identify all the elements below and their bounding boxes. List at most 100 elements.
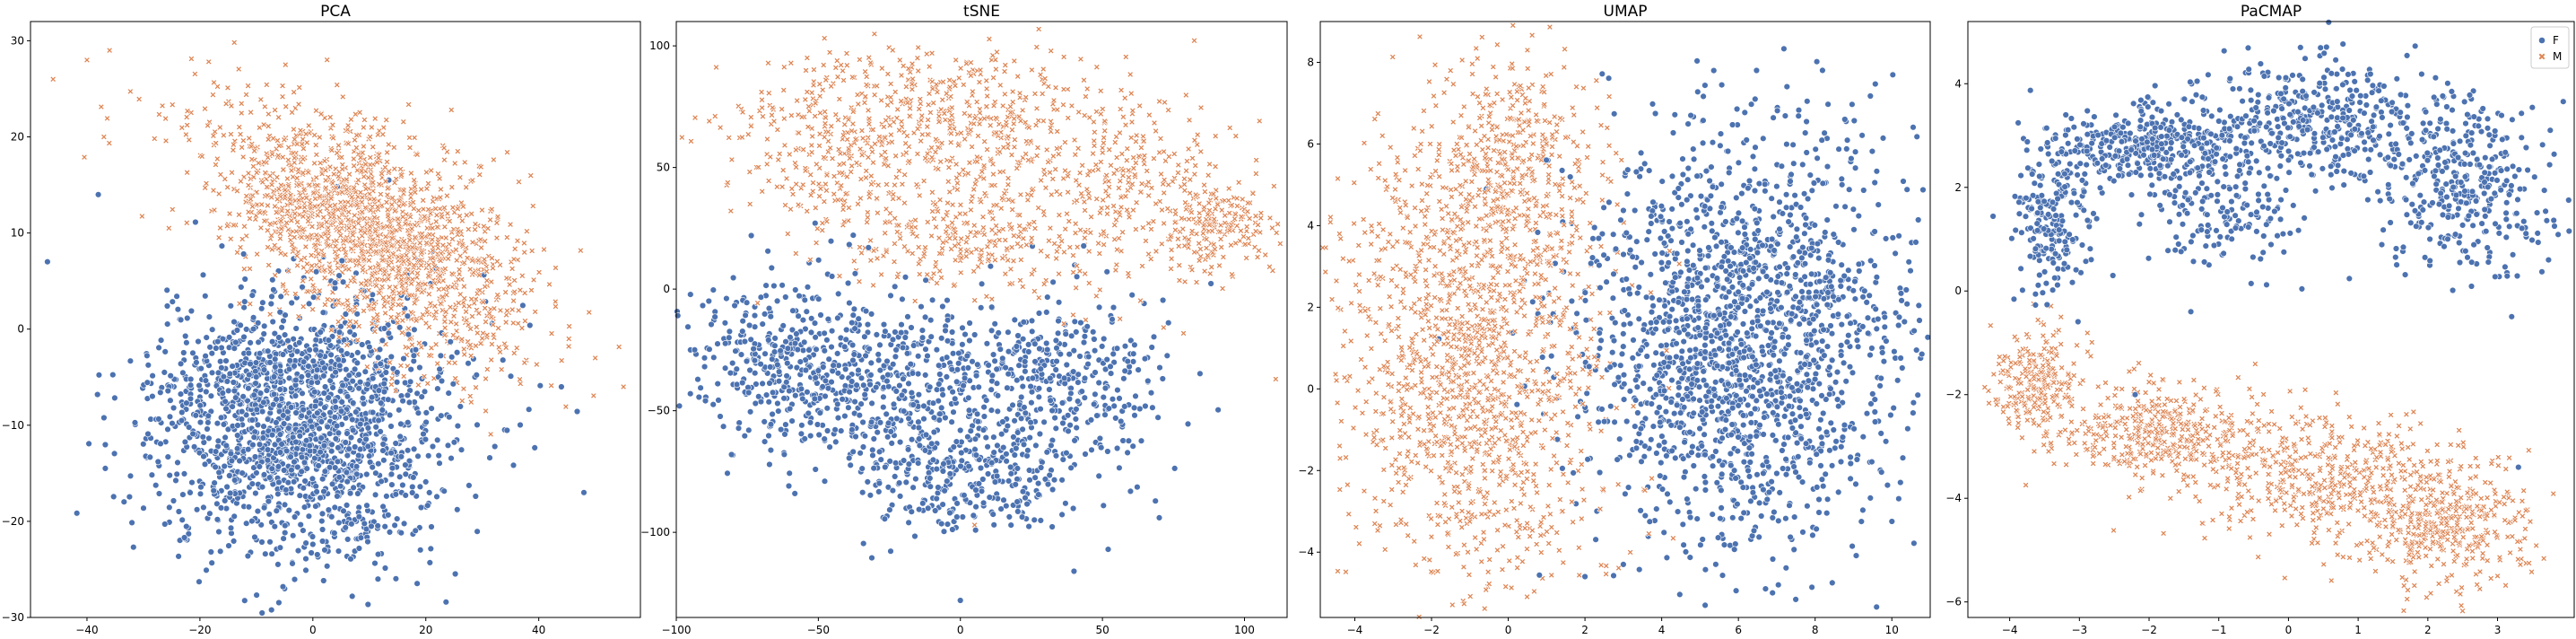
point-f <box>110 450 118 458</box>
point-m <box>1014 73 1022 80</box>
point-m <box>226 210 233 217</box>
point-f <box>372 424 379 431</box>
point-m <box>1068 102 1075 109</box>
point-f <box>383 493 390 500</box>
point-m <box>216 124 223 131</box>
point-f <box>149 392 156 400</box>
point-m <box>1165 153 1172 161</box>
point-f <box>279 582 287 591</box>
point-f <box>148 471 156 478</box>
point-f <box>994 392 1002 399</box>
point-f <box>199 271 207 278</box>
point-f <box>837 427 845 434</box>
point-f <box>442 599 449 606</box>
point-f <box>379 503 387 511</box>
point-f <box>1036 345 1043 353</box>
point-f <box>828 273 836 280</box>
point-f <box>339 381 346 389</box>
point-f <box>353 359 361 367</box>
point-f <box>416 363 423 372</box>
point-f <box>314 551 321 558</box>
point-f <box>762 391 770 398</box>
point-f <box>366 452 373 460</box>
point-f <box>422 435 430 443</box>
point-f <box>418 393 425 400</box>
point-f <box>473 372 480 379</box>
point-f <box>340 337 348 344</box>
point-m <box>488 356 495 363</box>
point-m <box>566 322 573 330</box>
point-f <box>369 394 376 401</box>
point-m <box>957 246 964 253</box>
point-m <box>1011 136 1019 144</box>
point-f <box>742 311 749 319</box>
point-m <box>786 151 793 158</box>
point-m <box>1132 159 1139 167</box>
point-f <box>184 314 191 322</box>
point-f <box>193 506 201 513</box>
point-f <box>276 386 283 393</box>
point-f <box>298 373 305 381</box>
point-f <box>404 312 412 320</box>
point-m <box>535 268 543 276</box>
point-m <box>217 171 224 179</box>
point-m <box>891 258 898 266</box>
point-m <box>1100 241 1108 249</box>
point-f <box>328 480 336 488</box>
point-f <box>999 443 1007 451</box>
point-f <box>320 442 328 450</box>
point-m <box>530 276 537 284</box>
point-f <box>187 395 195 402</box>
pca-xtick-label: −40 <box>75 624 98 636</box>
point-m <box>460 346 467 353</box>
point-m <box>383 158 391 166</box>
point-f <box>1100 393 1108 401</box>
point-m <box>1197 148 1205 155</box>
point-m <box>521 249 528 256</box>
point-f <box>474 421 481 429</box>
point-m <box>451 375 459 382</box>
point-m <box>832 111 840 118</box>
point-m <box>477 244 485 251</box>
point-f <box>278 441 285 448</box>
point-m <box>565 335 572 343</box>
point-f <box>1113 345 1121 352</box>
point-m <box>869 159 877 166</box>
point-m <box>465 225 472 233</box>
point-f <box>175 553 182 560</box>
point-f <box>380 325 388 332</box>
point-f <box>161 521 169 528</box>
point-f <box>157 337 165 344</box>
point-m <box>1075 109 1083 116</box>
point-f <box>338 257 345 265</box>
point-m <box>423 185 431 192</box>
point-f <box>203 388 210 396</box>
point-f <box>971 446 979 453</box>
point-f <box>812 220 819 227</box>
point-f <box>868 554 875 562</box>
point-m <box>863 167 870 174</box>
point-f <box>172 477 179 485</box>
point-f <box>503 426 510 434</box>
point-f <box>1031 516 1038 523</box>
point-f <box>209 326 216 333</box>
point-f <box>1148 344 1155 351</box>
point-f <box>94 191 102 198</box>
point-f <box>388 464 396 472</box>
point-m <box>482 319 490 326</box>
point-m <box>326 114 334 121</box>
point-f <box>422 478 430 486</box>
point-f <box>428 405 435 412</box>
point-m <box>239 137 247 144</box>
point-m <box>308 251 315 258</box>
point-f <box>329 384 336 391</box>
point-m <box>334 82 341 89</box>
point-f <box>1214 407 1222 414</box>
pca-ytick-label: −20 <box>2 515 24 528</box>
point-m <box>244 82 252 90</box>
point-f <box>297 521 304 529</box>
point-f <box>1049 523 1056 530</box>
point-f <box>302 437 310 444</box>
point-f <box>714 340 721 347</box>
point-f <box>206 510 213 517</box>
